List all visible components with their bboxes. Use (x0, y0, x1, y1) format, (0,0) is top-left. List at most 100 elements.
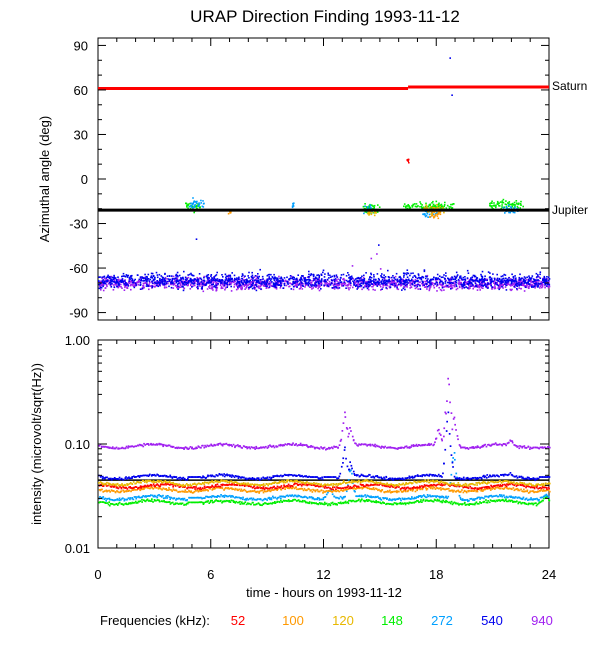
intensity-point (293, 483, 295, 486)
intensity-point (500, 499, 503, 502)
intensity-point (198, 496, 200, 499)
azimuth-point (242, 274, 244, 276)
azimuth-point (426, 211, 428, 213)
azimuth-point (252, 281, 255, 283)
azimuth-point (383, 277, 385, 279)
azimuth-point (384, 278, 386, 280)
azimuth-point (521, 277, 523, 279)
azimuth-point (509, 279, 512, 282)
intensity-point (445, 499, 447, 502)
azimuth-point (287, 280, 290, 283)
azimuth-point (128, 282, 131, 284)
azimuth-point (311, 285, 313, 287)
azimuth-point (348, 274, 350, 276)
intensity-point (300, 496, 302, 498)
azimuth-point (365, 282, 367, 284)
intensity-point (515, 500, 517, 503)
intensity-point (131, 497, 134, 500)
azimuth-point (527, 281, 529, 283)
azimuth-point (402, 279, 405, 282)
azimuth-point (270, 285, 273, 287)
azimuth-point (135, 284, 137, 286)
intensity-point (147, 485, 149, 488)
azimuth-point (292, 278, 295, 281)
intensity-point (173, 489, 176, 492)
azimuth-point (111, 282, 113, 285)
azimuth-point (442, 281, 444, 284)
intensity-point (141, 498, 143, 501)
azimuth-point (247, 275, 249, 277)
intensity-point (306, 489, 308, 491)
intensity-point (523, 488, 525, 491)
azimuth-point (440, 289, 443, 292)
intensity-point (236, 496, 238, 499)
intensity-point (516, 500, 518, 503)
azimuth-point (327, 285, 330, 288)
intensity-point (295, 495, 298, 498)
azimuth-point (439, 280, 442, 282)
intensity-point (294, 498, 297, 501)
azimuth-point (149, 278, 152, 281)
intensity-point (411, 502, 413, 504)
intensity-point (402, 503, 405, 505)
intensity-point (103, 501, 105, 504)
azimuth-point (520, 200, 522, 203)
intensity-point (275, 488, 277, 491)
azimuth-point (139, 282, 142, 284)
intensity-point (270, 489, 273, 491)
azimuth-point (187, 282, 190, 284)
azimuth-point (332, 284, 335, 286)
intensity-point (472, 503, 475, 506)
azimuth-point (381, 288, 383, 290)
intensity-point (276, 488, 279, 491)
azimuth-point (300, 276, 302, 279)
azimuth-point (420, 205, 423, 208)
azimuth-point (333, 274, 336, 277)
azimuth-point (233, 279, 236, 282)
azimuth-point (351, 265, 354, 267)
azimuth-point (375, 212, 377, 214)
intensity-point (105, 500, 107, 502)
intensity-point (349, 499, 352, 502)
intensity-point (183, 491, 186, 493)
azimuth-point (109, 283, 112, 286)
intensity-point (134, 496, 137, 498)
azimuth-point (442, 283, 444, 285)
intensity-point (426, 487, 429, 490)
intensity-point (101, 497, 104, 500)
intensity-point (454, 458, 456, 461)
intensity-point (286, 485, 288, 487)
intensity-point (438, 495, 440, 498)
azimuth-point (529, 285, 531, 287)
azimuth-point (181, 282, 183, 284)
intensity-point (272, 501, 274, 504)
azimuth-point (490, 280, 492, 282)
azimuth-point (182, 278, 184, 280)
azimuth-point (166, 275, 169, 277)
intensity-point (115, 503, 118, 505)
azimuth-point (358, 283, 360, 286)
intensity-point (137, 486, 140, 489)
intensity-point (106, 497, 109, 500)
azimuth-point (182, 282, 185, 285)
azimuth-point (179, 280, 181, 283)
azimuth-point (543, 276, 546, 279)
intensity-point (537, 502, 540, 505)
azimuth-point (525, 282, 528, 284)
azimuth-point (149, 285, 152, 287)
azimuth-point (216, 286, 219, 289)
azimuth-point (397, 288, 400, 291)
intensity-point (393, 498, 396, 500)
azimuth-point (112, 280, 115, 283)
azimuth-point (515, 279, 517, 281)
intensity-point (548, 490, 551, 493)
azimuth-point (414, 275, 416, 277)
azimuth-point (324, 282, 326, 284)
azimuth-point (456, 275, 458, 278)
intensity-point (315, 489, 317, 492)
azimuth-point (516, 205, 519, 208)
intensity-point (153, 499, 156, 501)
intensity-point (273, 485, 275, 488)
azimuth-point (429, 278, 432, 281)
azimuth-point (309, 279, 311, 281)
